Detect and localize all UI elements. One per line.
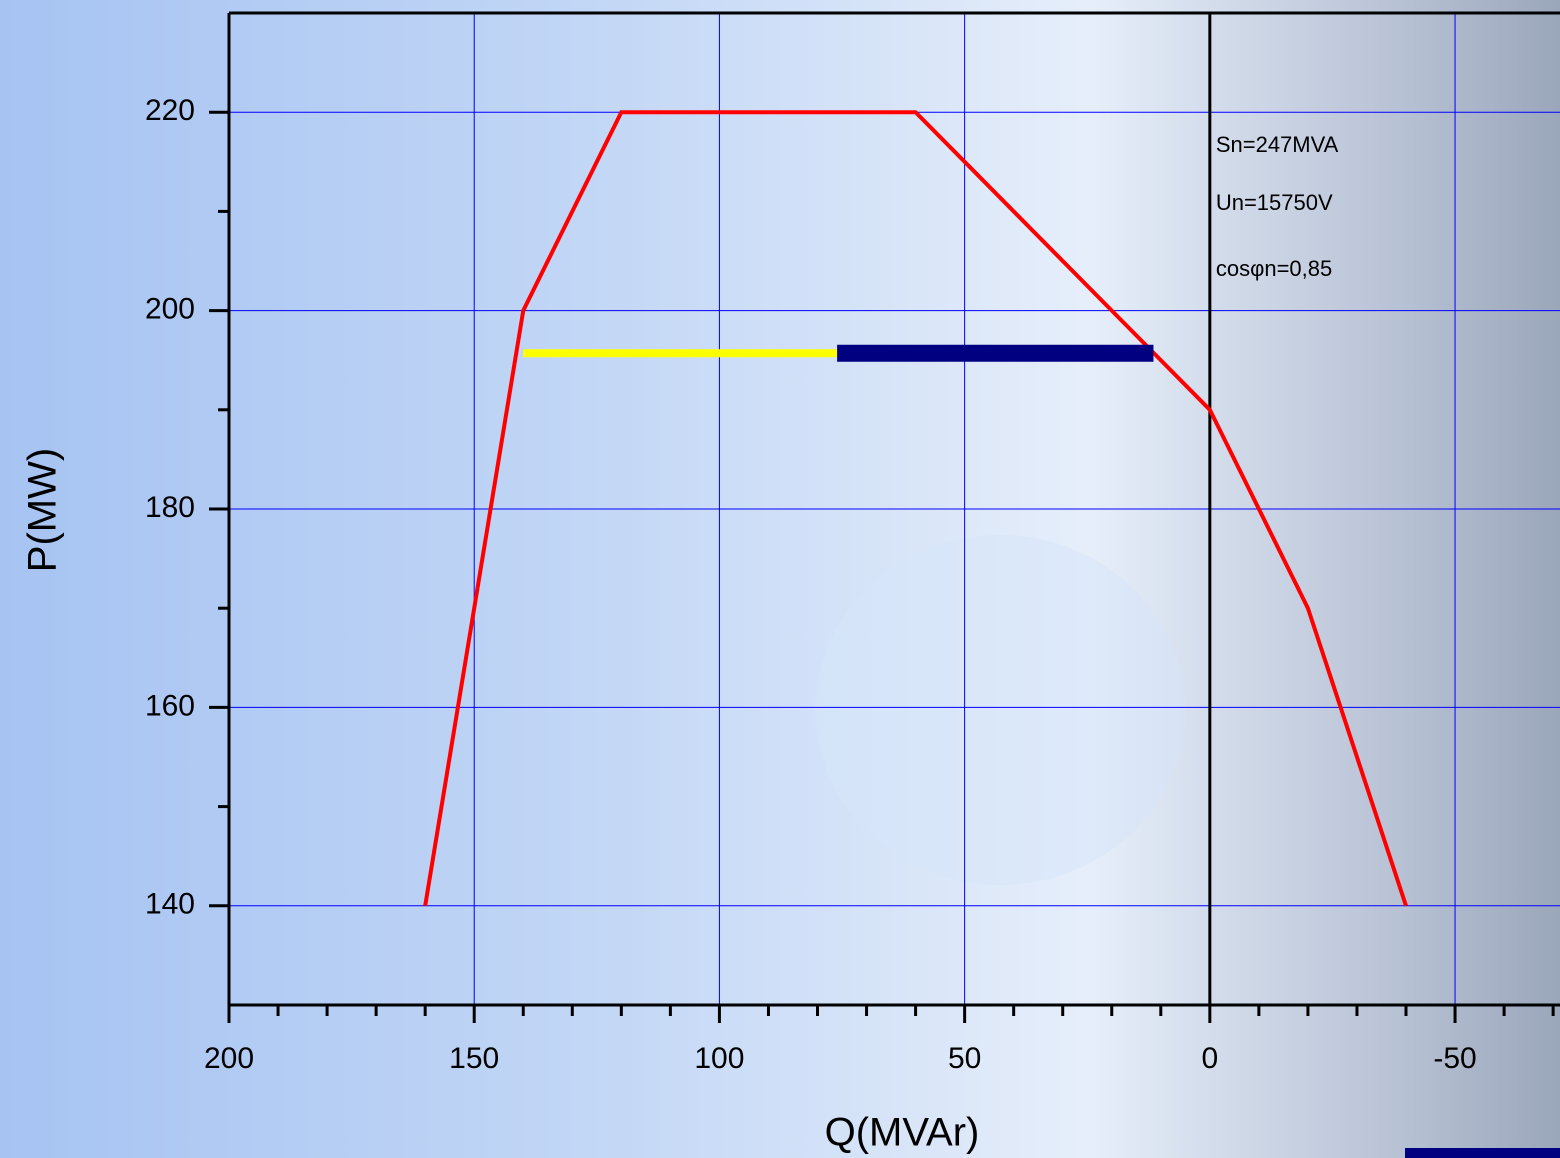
background-decoration (815, 535, 1185, 885)
x-axis-label: Q(MVAr) (825, 1111, 980, 1155)
x-tick-label: 100 (694, 1042, 744, 1075)
x-tick-label: 0 (1201, 1042, 1218, 1075)
y-tick-label: 180 (145, 491, 195, 524)
x-tick-label: -50 (1433, 1042, 1476, 1075)
annotation: cosφn=0,85 (1216, 256, 1332, 281)
y-tick-label: 140 (145, 888, 195, 921)
x-tick-label: 150 (449, 1042, 499, 1075)
page: Q(MVAr) P(MW) 200 150 100 50 0 -50 140 160 180 20… (0, 0, 1560, 1158)
chart: Q(MVAr) P(MW) 200 150 100 50 0 -50 140 160 180 20… (0, 0, 1560, 1158)
decoration-bar (1405, 1148, 1560, 1158)
y-tick-label: 200 (145, 293, 195, 326)
y-tick-label: 160 (145, 689, 195, 722)
y-axis-label: P(MW) (21, 448, 65, 572)
x-tick-label: 50 (948, 1042, 981, 1075)
x-tick-label: 200 (204, 1042, 254, 1075)
annotation: Un=15750V (1216, 190, 1333, 215)
annotation: Sn=247MVA (1216, 132, 1339, 157)
y-tick-label: 220 (145, 94, 195, 127)
